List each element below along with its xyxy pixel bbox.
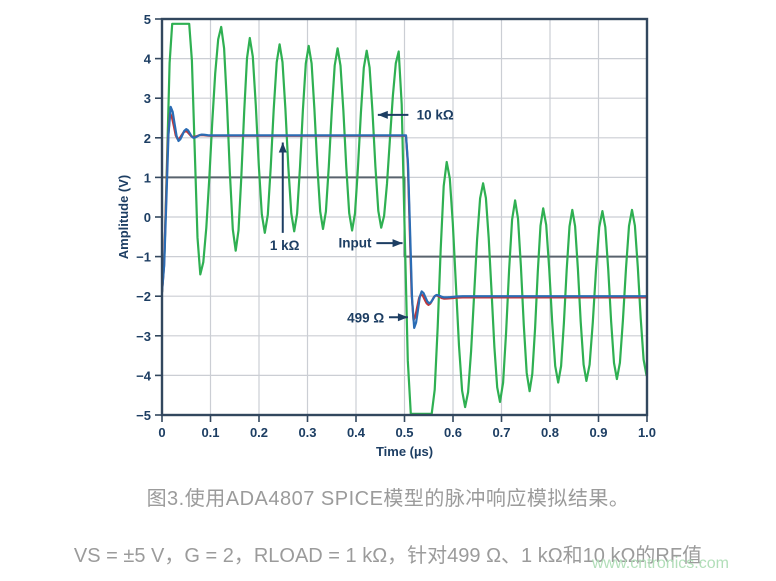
annotation-arrowhead-499: [397, 313, 408, 322]
x-tick-label: 0.6: [444, 425, 462, 440]
x-axis-title: Time (µs): [376, 444, 433, 459]
series-path-10-kω: [161, 22, 648, 415]
x-tick-label: 0: [158, 425, 165, 440]
x-tick-label: 0.3: [298, 425, 316, 440]
figure-caption: 图3.使用ADA4807 SPICE模型的脉冲响应模拟结果。: [146, 488, 630, 510]
y-tick-label: −5: [136, 408, 151, 423]
annotation-label-499: 499 Ω: [347, 310, 384, 325]
x-tick-label: 0.5: [395, 425, 413, 440]
annotation-arrowhead-10k: [377, 110, 388, 119]
y-tick-label: −2: [136, 289, 151, 304]
y-axis-title: Amplitude (V): [116, 175, 131, 260]
y-tick-label: −4: [136, 368, 152, 383]
x-tick-label: 0.9: [589, 425, 607, 440]
pulse-response-chart: 5 4 3 2 1 0 −1 −2 −3 −4 −5 0 0.1 0.2 0.3 0.4 0.5 0.6 0.7 0.…: [116, 12, 656, 459]
x-tick-label: 0.8: [541, 425, 559, 440]
annotation-label-1k: 1 kΩ: [270, 238, 300, 253]
x-tick-label: 0.4: [347, 425, 366, 440]
x-tick-label: 1.0: [638, 425, 656, 440]
y-tick-label: 4: [144, 52, 152, 67]
x-tick-label: 0.7: [492, 425, 510, 440]
annotation-label-input: Input: [339, 236, 372, 251]
series-path-499-ω: [161, 105, 648, 329]
annotation-arrowhead-input: [392, 239, 403, 248]
y-tick-label: 1: [144, 170, 151, 185]
annotation-label-10k: 10 kΩ: [417, 107, 454, 122]
y-tick-label: 3: [144, 91, 151, 106]
x-tick-label: 0.2: [250, 425, 268, 440]
figure-conditions: VS = ±5 V，G = 2，RLOAD = 1 kΩ，针对499 Ω、1 k…: [73, 545, 703, 567]
annotation-arrowhead-1k: [278, 142, 287, 153]
x-tick-label: 0.1: [201, 425, 219, 440]
y-tick-label: −3: [136, 329, 151, 344]
y-tick-label: 2: [144, 131, 151, 146]
y-tick-label: −1: [136, 250, 151, 265]
y-tick-label: 5: [144, 12, 151, 27]
y-tick-label: 0: [144, 210, 151, 225]
watermark-text: www.cntronics.com: [592, 555, 729, 572]
